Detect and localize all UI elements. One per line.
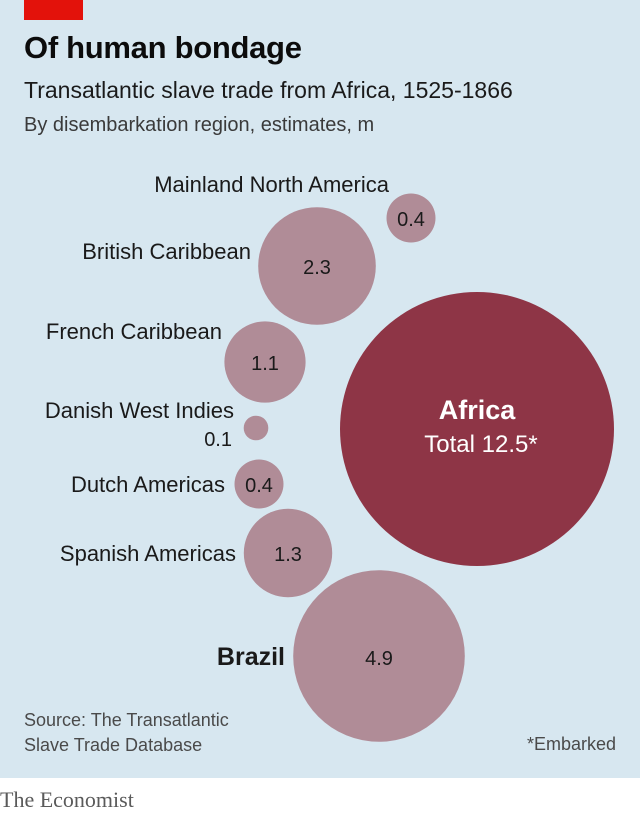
total-name-label: Africa	[439, 395, 517, 425]
bubble-mainland-north-america	[386, 193, 436, 243]
bubble-british-caribbean	[258, 207, 376, 325]
bubble-brazil	[293, 570, 465, 742]
category-label-french-caribbean: French Caribbean	[46, 319, 222, 344]
total-value-label: Total 12.5*	[424, 431, 537, 458]
category-label-brazil: Brazil	[217, 643, 285, 671]
region-bubbles: 0.4 Mainland North America 2.3 British Cari…	[45, 172, 465, 742]
category-label-danish-west-indies: Danish West Indies	[45, 398, 234, 423]
value-label-brazil: 4.9	[365, 648, 393, 670]
economist-logo: The Economist	[0, 787, 134, 812]
value-label-french-caribbean: 1.1	[251, 353, 279, 375]
bubble-dutch-americas	[234, 459, 284, 509]
source-line-1: Source: The Transatlantic	[24, 710, 229, 730]
source-note: Source: The Transatlantic Slave Trade Da…	[24, 708, 324, 758]
bubble-spanish-americas	[243, 508, 333, 598]
chart-unit-note: By disembarkation region, estimates, m	[24, 114, 375, 136]
category-label-british-caribbean: British Caribbean	[82, 239, 251, 264]
total-bubble-group: Africa Total 12.5*	[340, 292, 614, 566]
footnote: *Embarked	[526, 734, 616, 754]
total-bubble	[340, 292, 614, 566]
category-label-spanish-americas: Spanish Americas	[60, 541, 236, 566]
value-label-spanish-americas: 1.3	[274, 544, 302, 566]
category-label-mainland-north-america: Mainland North America	[154, 172, 390, 197]
brand-red-tag	[24, 0, 83, 20]
bubble-danish-west-indies	[243, 415, 269, 441]
category-label-dutch-americas: Dutch Americas	[71, 472, 225, 497]
value-label-danish-west-indies: 0.1	[204, 429, 232, 451]
source-line-2: Slave Trade Database	[24, 735, 203, 755]
value-label-dutch-americas: 0.4	[245, 475, 273, 497]
chart-title: Of human bondage	[24, 30, 302, 65]
value-label-british-caribbean: 2.3	[303, 257, 331, 279]
chart-subtitle: Transatlantic slave trade from Africa, 1…	[24, 77, 513, 103]
bubble-chart: Africa Total 12.5* 0.4 Mainland North Ame…	[45, 172, 614, 742]
bubble-french-caribbean	[224, 321, 306, 403]
value-label-mainland-north-america: 0.4	[397, 209, 425, 231]
